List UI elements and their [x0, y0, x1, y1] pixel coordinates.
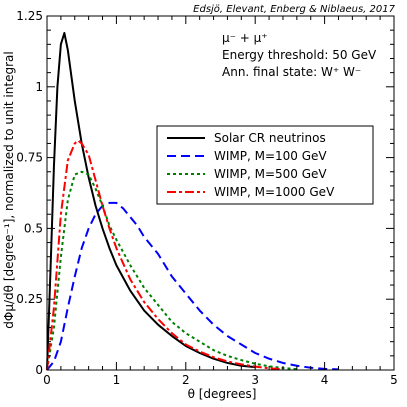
- annotation-energy-threshold: Energy threshold: 50 GeV: [222, 48, 377, 62]
- series-line-4: [46, 139, 284, 371]
- y-tick-label: 0: [35, 363, 43, 377]
- y-tick-label: 0.25: [16, 292, 43, 306]
- x-tick-label: 0: [43, 373, 51, 387]
- legend-label-1: Solar CR neutrinos: [214, 131, 326, 145]
- y-tick-label: 0.5: [24, 221, 43, 235]
- legend-label-3: WIMP, M=500 GeV: [214, 167, 327, 181]
- y-tick-label: 1.25: [16, 9, 43, 23]
- legend-label-4: WIMP, M=1000 GeV: [214, 185, 335, 199]
- credit-text: Edsjö, Elevant, Enberg & Niblaeus, 2017: [193, 4, 395, 15]
- x-tick-label: 3: [251, 373, 259, 387]
- series-line-1: [46, 31, 256, 371]
- y-axis-label: dΦμ/dθ [degree⁻¹], normalized to unit in…: [2, 51, 16, 328]
- series-line-3: [46, 170, 297, 371]
- x-tick-label: 1: [113, 373, 121, 387]
- annotation-final-state: Ann. final state: W⁺ W⁻: [222, 65, 361, 79]
- legend-label-2: WIMP, M=100 GeV: [214, 149, 327, 163]
- legend: Solar CR neutrinos WIMP, M=100 GeV WIMP, M…: [156, 125, 374, 205]
- y-tick-label: 1: [35, 80, 43, 94]
- x-tick-label: 2: [182, 373, 190, 387]
- annotation-particles: μ⁻ + μ⁺: [222, 31, 268, 45]
- y-tick-label: 0.75: [16, 151, 43, 165]
- x-tick-label: 4: [321, 373, 329, 387]
- x-tick-label: 5: [390, 373, 398, 387]
- x-axis-label: θ [degrees]: [188, 387, 257, 401]
- plot-frame: [46, 15, 395, 371]
- series-line-2: [46, 201, 339, 371]
